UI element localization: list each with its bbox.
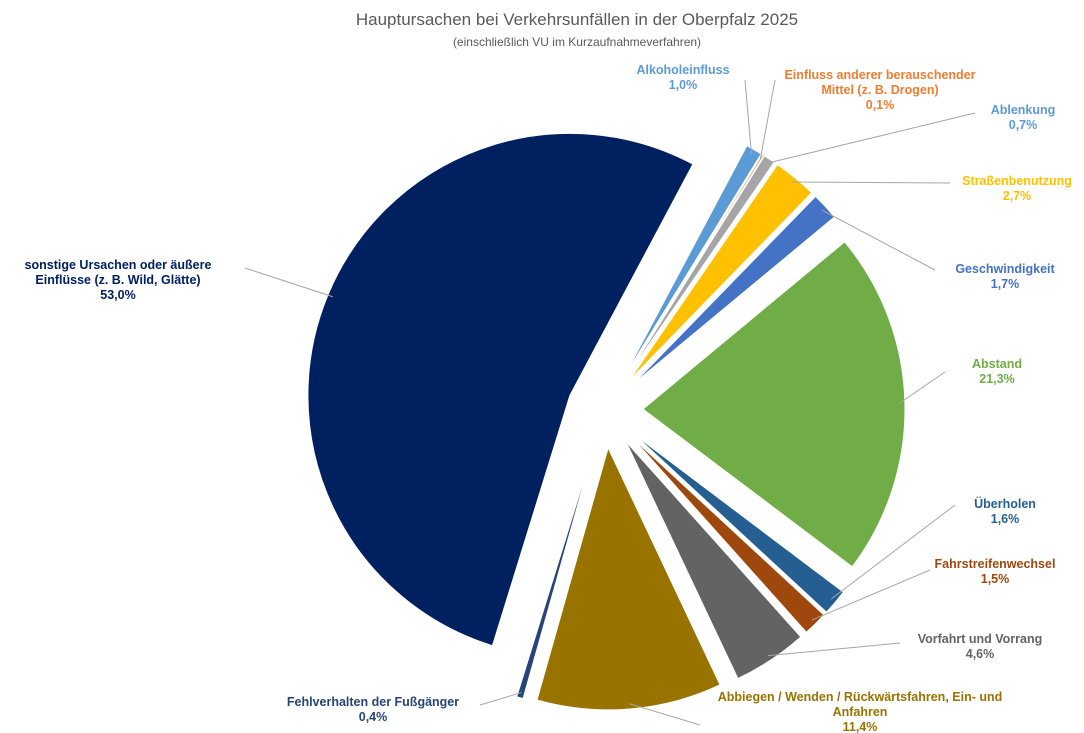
value-label: 11,4% [842, 720, 878, 733]
pie-slice [625, 155, 775, 379]
value-label: 1,0% [668, 78, 698, 92]
value-label: 21,3% [979, 372, 1015, 386]
category-label: Vorfahrt und Vorrang [917, 632, 1043, 646]
chart-subtitle: (einschließlich VU im Kurzaufnahmeverfah… [452, 35, 702, 49]
leader-line [811, 569, 931, 621]
pie-slice [536, 446, 721, 711]
data-label: sonstige Ursachen oder äußere Einflüsse … [0, 258, 238, 303]
category-label: Straßenbenutzung [962, 174, 1072, 188]
data-label: Abstand 21,3% [947, 357, 1047, 387]
leader-line [759, 79, 776, 160]
leader-line [821, 209, 936, 271]
data-label: Alkoholeinfluss 1,0% [613, 63, 753, 93]
pie-slice [633, 433, 845, 613]
value-label: 1,7% [990, 277, 1020, 291]
leader-line [899, 371, 946, 404]
category-label: Ablenkung [990, 103, 1056, 117]
category-label: sonstige Ursachen oder äußere Einflüsse … [24, 258, 212, 287]
category-label: Überholen [974, 497, 1036, 511]
value-label: 1,6% [990, 512, 1020, 526]
data-label: Fahrstreifenwechsel 1,5% [920, 557, 1070, 587]
leader-line [767, 642, 901, 657]
value-label: 0,4% [358, 710, 388, 724]
pie-slice [516, 446, 595, 700]
pie-slice [625, 441, 802, 680]
pie-slice [642, 241, 906, 568]
category-label: Geschwindigkeit [955, 262, 1055, 276]
value-label: 0,7% [1008, 118, 1038, 132]
data-label: Fehlverhalten der Fußgänger 0,4% [263, 695, 483, 725]
value-label: 53,0% [100, 288, 136, 302]
data-label: Abbiegen / Wenden / Rückwärtsfahren, Ein… [705, 690, 1015, 733]
category-label: Einfluss anderer berauschender Mittel (z… [784, 68, 976, 97]
leader-line [244, 267, 334, 298]
category-label: Fahrstreifenwechsel [934, 557, 1056, 571]
leader-line [830, 504, 956, 600]
value-label: 4,6% [965, 647, 995, 661]
value-label: 0,1% [865, 98, 895, 112]
data-label: Überholen 1,6% [955, 497, 1055, 527]
leader-line [479, 692, 522, 706]
pie-slice [628, 163, 813, 381]
data-label: Geschwindigkeit 1,7% [940, 262, 1070, 292]
data-label: Einfluss anderer berauschender Mittel (z… [775, 68, 985, 113]
data-label: Ablenkung 0,7% [973, 103, 1073, 133]
leader-line [629, 703, 701, 726]
value-label: 1,5% [980, 572, 1010, 586]
data-label: Vorfahrt und Vorrang 4,6% [900, 632, 1060, 662]
chart-title: Hauptursachen bei Verkehrsunfällen in de… [355, 10, 799, 29]
category-label: Alkoholeinfluss [636, 63, 730, 77]
leader-line [744, 79, 752, 155]
leader-line [766, 112, 976, 164]
leader-line [791, 181, 951, 184]
pie-slice [624, 153, 765, 378]
category-label: Abstand [972, 357, 1022, 371]
category-label: Fehlverhalten der Fußgänger [286, 695, 460, 709]
value-label: 2,7% [1002, 189, 1032, 203]
data-label: Straßenbenutzung 2,7% [952, 174, 1082, 204]
category-label: Abbiegen / Wenden / Rückwärtsfahren, Ein… [717, 690, 1003, 719]
